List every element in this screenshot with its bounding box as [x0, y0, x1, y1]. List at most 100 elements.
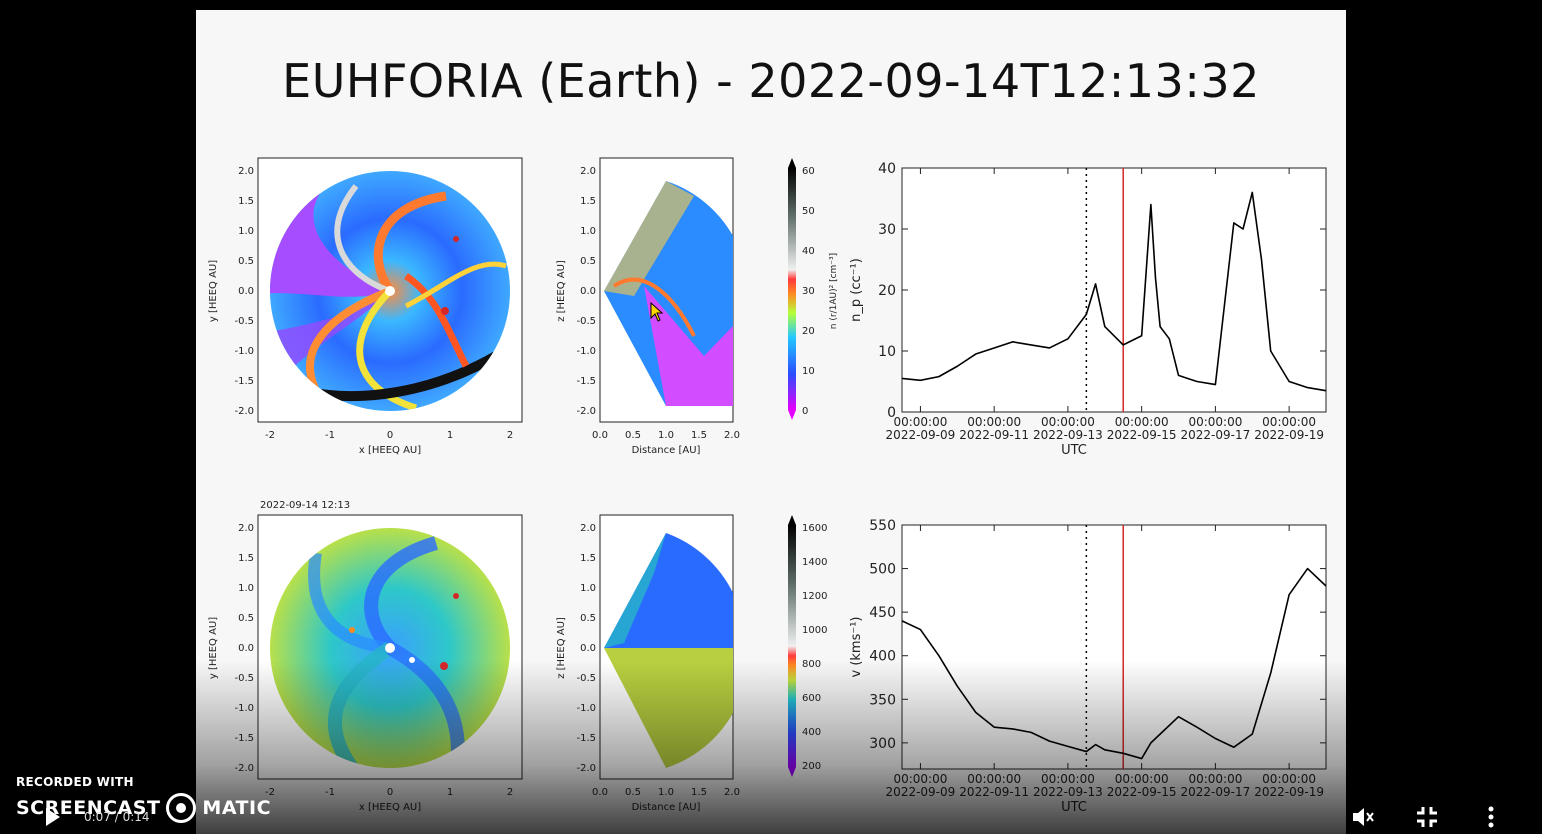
- x-tick-time-label: 00:00:00: [1041, 415, 1095, 429]
- svg-text:-1.0: -1.0: [576, 703, 596, 714]
- x-tick-time-label: 00:00:00: [1115, 415, 1169, 429]
- y-tick-label: 400: [869, 649, 896, 665]
- x-tick-date-label: 2022-09-13: [1033, 428, 1103, 442]
- plot-frame: [901, 524, 1327, 770]
- svg-text:0.0: 0.0: [580, 286, 596, 297]
- play-icon[interactable]: [46, 808, 60, 826]
- x-tick-time-label: 00:00:00: [893, 415, 947, 429]
- slide-title: EUHFORIA (Earth) - 2022-09-14T12:13:32: [282, 54, 1260, 108]
- more-vertical-icon[interactable]: [1478, 804, 1504, 830]
- x-tick-date-label: 2022-09-17: [1181, 785, 1251, 799]
- svg-text:1.5: 1.5: [238, 196, 254, 207]
- svg-text:-0.5: -0.5: [576, 673, 596, 684]
- x-tick-time-label: 00:00:00: [1262, 415, 1316, 429]
- y-tick-label: 300: [869, 736, 896, 752]
- svg-text:30: 30: [802, 286, 815, 297]
- svg-text:1.0: 1.0: [580, 583, 596, 594]
- svg-text:2.0: 2.0: [724, 787, 740, 798]
- svg-text:1000: 1000: [802, 625, 827, 636]
- plot-frame: [901, 167, 1327, 413]
- svg-text:20: 20: [802, 326, 815, 337]
- svg-text:2.0: 2.0: [238, 166, 254, 177]
- svg-text:0.5: 0.5: [238, 613, 254, 624]
- svg-text:1400: 1400: [802, 557, 827, 568]
- x-tick-date-label: 2022-09-13: [1033, 785, 1103, 799]
- x-axis-label: UTC: [1061, 443, 1087, 456]
- svg-text:1.5: 1.5: [580, 196, 596, 207]
- fullscreen-exit-icon[interactable]: [1414, 804, 1440, 830]
- svg-text:-2.0: -2.0: [234, 763, 254, 774]
- x-tick-time-label: 00:00:00: [1262, 772, 1316, 786]
- svg-text:2.0: 2.0: [580, 166, 596, 177]
- y-tick-label: 500: [869, 562, 896, 578]
- series-line: [901, 191, 1327, 392]
- y-tick-label: 550: [869, 518, 896, 534]
- svg-text:0.5: 0.5: [625, 787, 641, 798]
- recorded-with-label: RECORDED WITH: [16, 775, 134, 789]
- x-tick-date-label: 2022-09-19: [1254, 785, 1324, 799]
- svg-text:600: 600: [802, 693, 821, 704]
- x-tick-time-label: 00:00:00: [893, 772, 947, 786]
- x-axis-label: x [HEEQ AU]: [359, 445, 421, 456]
- svg-text:0.0: 0.0: [238, 643, 254, 654]
- svg-text:-1.5: -1.5: [234, 733, 254, 744]
- y-tick-label: 350: [869, 692, 896, 708]
- y-axis-label: z [HEEQ AU]: [556, 617, 567, 679]
- svg-text:-1: -1: [325, 787, 335, 798]
- x-tick-date-label: 2022-09-09: [886, 785, 956, 799]
- y-axis-label: y [HEEQ AU]: [208, 617, 219, 679]
- x-tick-date-label: 2022-09-11: [959, 785, 1029, 799]
- svg-text:1600: 1600: [802, 523, 827, 534]
- svg-text:1: 1: [447, 787, 453, 798]
- x-tick-time-label: 00:00:00: [1188, 772, 1242, 786]
- svg-text:2.0: 2.0: [238, 523, 254, 534]
- svg-text:1.0: 1.0: [580, 226, 596, 237]
- svg-text:0.0: 0.0: [238, 286, 254, 297]
- svg-text:0.5: 0.5: [580, 613, 596, 624]
- svg-text:-0.5: -0.5: [576, 316, 596, 327]
- x-tick-time-label: 00:00:00: [967, 415, 1021, 429]
- svg-text:-1.5: -1.5: [576, 376, 596, 387]
- svg-text:0.0: 0.0: [592, 787, 608, 798]
- speaker-mute-icon[interactable]: [1350, 804, 1376, 830]
- mouse-pointer-icon: [650, 301, 664, 326]
- svg-text:-1: -1: [325, 430, 335, 441]
- y-tick-label: 20: [878, 283, 896, 299]
- x-tick-date-label: 2022-09-15: [1107, 428, 1177, 442]
- svg-text:1.0: 1.0: [658, 787, 674, 798]
- svg-text:0.5: 0.5: [580, 256, 596, 267]
- y-axis-label: v (kms⁻¹): [849, 616, 864, 677]
- svg-text:40: 40: [802, 246, 815, 257]
- svg-text:0.0: 0.0: [580, 643, 596, 654]
- svg-text:1.0: 1.0: [238, 226, 254, 237]
- svg-text:10: 10: [802, 366, 815, 377]
- svg-text:-0.5: -0.5: [234, 316, 254, 327]
- density-timeseries-chart: 0 10 20 30 40 00:00:00 2022-09-09 00:00:00 2022-…: [846, 156, 1336, 456]
- colorbar-label: n (r/1AU)² [cm⁻³]: [829, 253, 839, 329]
- y-tick-label: 40: [878, 161, 896, 177]
- x-tick-time-label: 00:00:00: [967, 772, 1021, 786]
- x-tick-date-label: 2022-09-19: [1254, 428, 1324, 442]
- svg-text:0.5: 0.5: [238, 256, 254, 267]
- svg-text:1.5: 1.5: [691, 430, 707, 441]
- svg-text:200: 200: [802, 761, 821, 772]
- svg-text:1.0: 1.0: [658, 430, 674, 441]
- svg-text:-1.5: -1.5: [576, 733, 596, 744]
- y-tick-label: 450: [869, 605, 896, 621]
- svg-text:0: 0: [387, 430, 393, 441]
- svg-text:800: 800: [802, 659, 821, 670]
- svg-text:0: 0: [802, 406, 808, 417]
- time-display: 0:07 / 0:14: [84, 810, 150, 824]
- svg-text:-2.0: -2.0: [576, 763, 596, 774]
- svg-text:1.0: 1.0: [238, 583, 254, 594]
- x-tick-time-label: 00:00:00: [1188, 415, 1242, 429]
- x-tick-time-label: 00:00:00: [1041, 772, 1095, 786]
- svg-text:1.5: 1.5: [691, 787, 707, 798]
- x-tick-date-label: 2022-09-09: [886, 428, 956, 442]
- svg-text:1.5: 1.5: [238, 553, 254, 564]
- y-tick-label: 0: [887, 405, 896, 421]
- y-axis-label: n_p (cc⁻¹): [849, 258, 864, 322]
- x-tick-time-label: 00:00:00: [1115, 772, 1169, 786]
- x-tick-date-label: 2022-09-17: [1181, 428, 1251, 442]
